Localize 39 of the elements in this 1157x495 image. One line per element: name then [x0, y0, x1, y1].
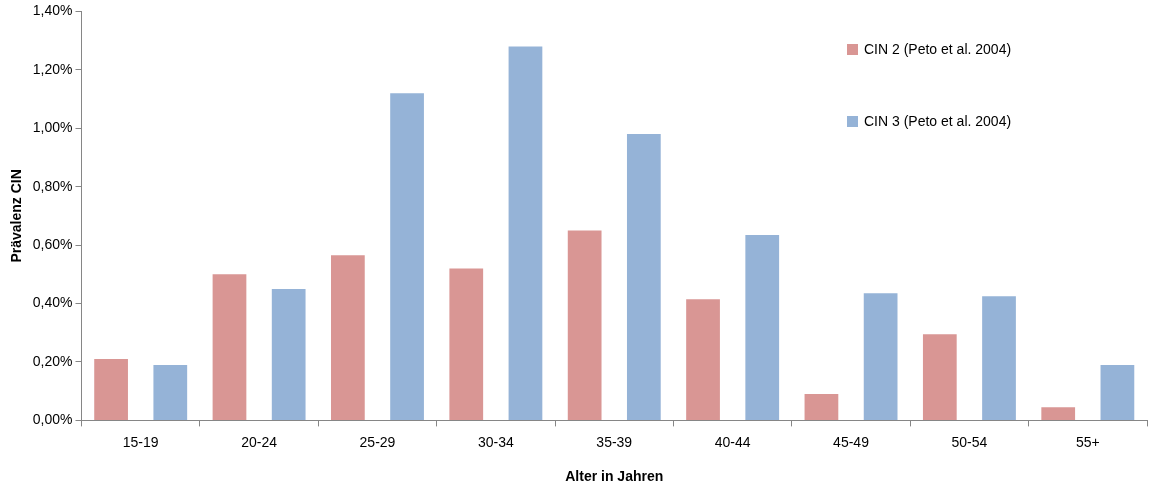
bar [153, 364, 188, 420]
bar [686, 299, 720, 420]
y-tick-label: 1,40% [32, 2, 73, 19]
bar [922, 334, 957, 420]
x-tick-label: 45-49 [833, 433, 870, 450]
x-tick-label: 20-24 [241, 433, 278, 450]
bar [1041, 407, 1076, 420]
legend-label: CIN 2 (Peto et al. 2004) [864, 41, 1012, 58]
y-tick-label: 0,20% [32, 352, 73, 369]
y-axis-title: Prävalenz CIN [8, 169, 25, 263]
y-tick-label: 0,60% [32, 235, 73, 252]
bar [804, 394, 839, 420]
bar [449, 268, 484, 420]
legend-label: CIN 3 (Peto et al. 2004) [864, 113, 1012, 130]
x-tick-label: 35-39 [596, 433, 633, 450]
y-tick-label: 0,00% [32, 411, 73, 428]
bar [271, 288, 306, 420]
x-tick-label: 25-29 [359, 433, 396, 450]
bar [331, 255, 365, 420]
y-tick-label: 1,20% [32, 60, 73, 77]
x-tick-label: 30-34 [477, 433, 514, 450]
bar [745, 234, 780, 420]
bar [1100, 364, 1135, 420]
y-tick-label: 1,00% [32, 119, 73, 136]
x-axis-title: Alter in Jahren [565, 468, 664, 485]
x-tick-label: 55+ [1075, 433, 1100, 450]
bar [508, 46, 543, 420]
bar [626, 134, 661, 420]
x-tick-label: 15-19 [122, 433, 159, 450]
bar [567, 230, 602, 420]
bar [863, 293, 898, 420]
bar [982, 296, 1016, 420]
bar [390, 93, 424, 420]
bar [212, 274, 247, 420]
x-tick-label: 40-44 [714, 433, 751, 450]
y-tick-label: 0,40% [32, 294, 73, 311]
bar [94, 359, 128, 420]
y-tick-label: 0,80% [32, 177, 73, 194]
x-tick-label: 50-54 [951, 433, 988, 450]
